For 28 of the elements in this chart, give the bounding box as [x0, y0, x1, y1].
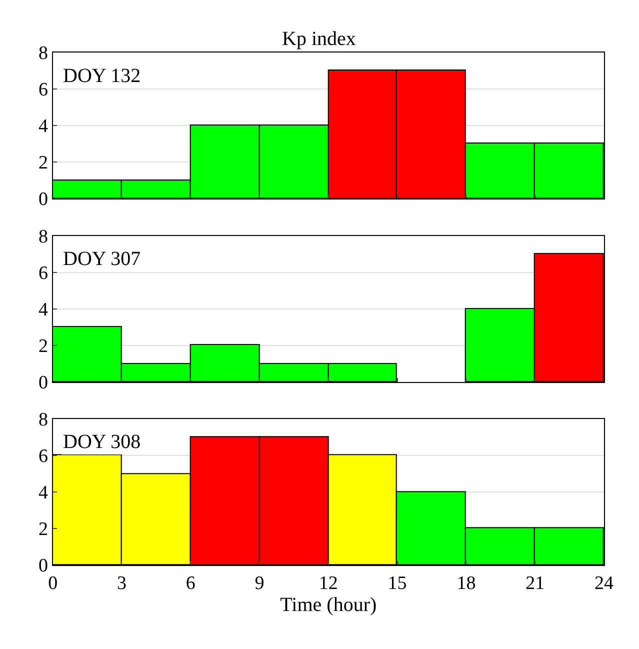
y-tick-label: 0 — [38, 372, 48, 394]
x-tick-label: 9 — [254, 572, 264, 594]
y-tick-label: 4 — [38, 482, 49, 504]
x-tick-label: 15 — [388, 572, 407, 594]
x-axis-title: Time (hour) — [280, 594, 377, 616]
x-tick-label: 12 — [318, 572, 338, 594]
x-tick-label: 24 — [594, 572, 614, 594]
x-tick-label: 3 — [117, 572, 126, 594]
chart-title: Kp index — [282, 28, 356, 50]
y-tick-label: 0 — [38, 556, 48, 577]
y-tick-label: 2 — [38, 336, 48, 358]
y-tick-label: 8 — [38, 226, 48, 248]
y-tick-label: 6 — [38, 446, 48, 468]
annotation: DOY 307 — [63, 248, 141, 270]
y-tick-label: 8 — [38, 43, 48, 64]
x-tick-label: 21 — [526, 572, 545, 594]
y-tick-label: 2 — [38, 519, 48, 540]
y-tick-label: 0 — [38, 189, 48, 210]
y-tick-label: 8 — [38, 410, 48, 431]
y-tick-label: 2 — [38, 152, 48, 174]
y-tick-label: 6 — [38, 263, 48, 284]
x-tick-label: 6 — [186, 572, 196, 594]
y-tick-label: 6 — [38, 80, 48, 101]
y-tick-label: 4 — [38, 116, 49, 138]
y-tick-label: 4 — [38, 300, 49, 321]
annotation: DOY 308 — [63, 431, 141, 453]
annotation: DOY 132 — [63, 65, 141, 87]
x-tick-label: 18 — [456, 572, 476, 594]
